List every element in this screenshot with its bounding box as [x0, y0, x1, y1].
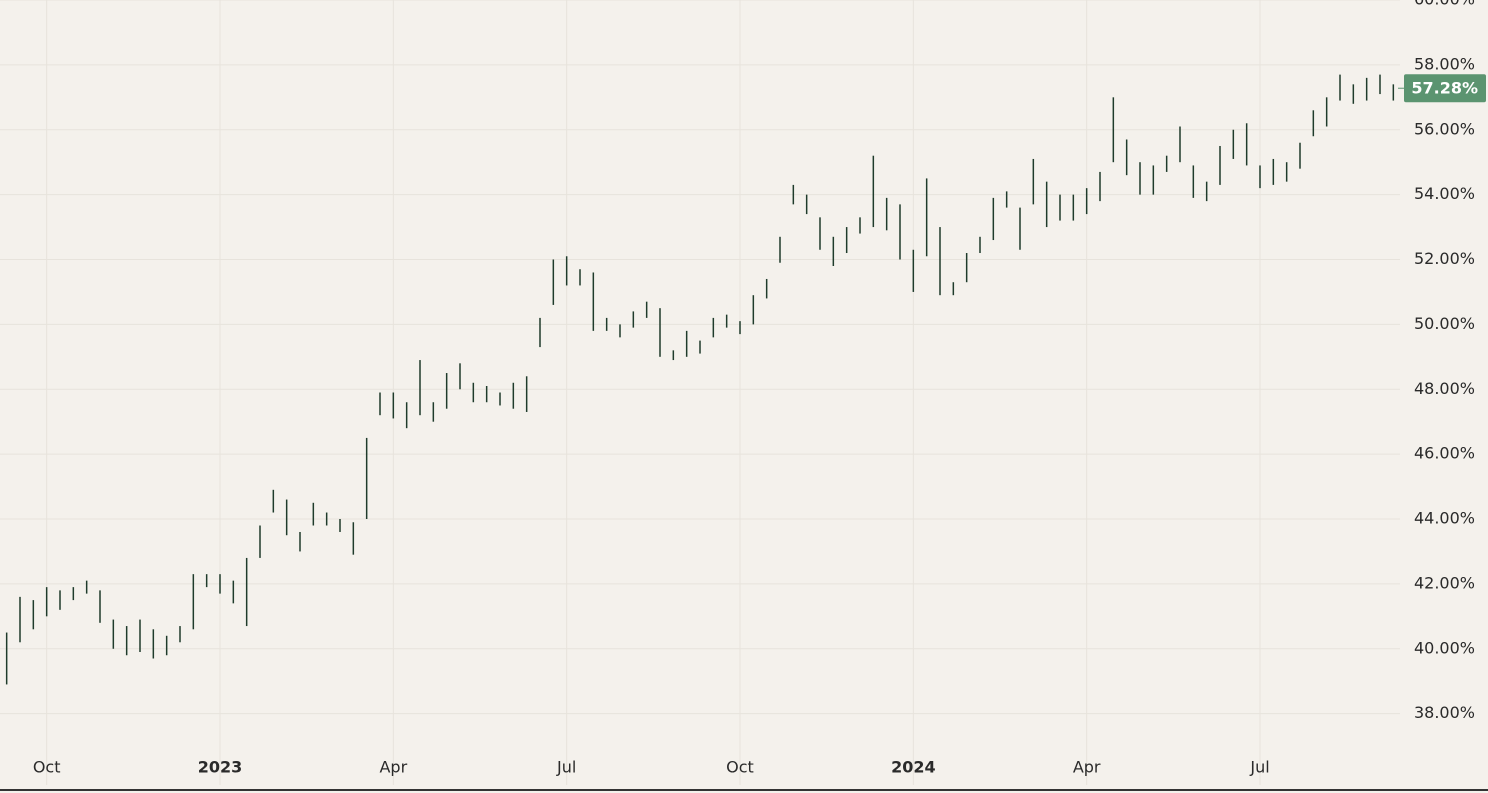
x-tick-label: 2023 [198, 758, 243, 777]
last-value-label: 57.28% [1411, 79, 1478, 98]
last-value-box [1404, 74, 1486, 103]
x-tick-label: Jul [1249, 758, 1269, 777]
x-tick-label: Apr [1073, 758, 1101, 777]
x-tick-label: Oct [726, 758, 754, 777]
y-tick-label: 48.00% [1414, 379, 1475, 398]
y-tick-label: 58.00% [1414, 54, 1475, 73]
x-tick-label: 2024 [891, 758, 936, 777]
x-tick-label: Oct [33, 758, 61, 777]
y-tick-label: 54.00% [1414, 184, 1475, 203]
y-tick-label: 38.00% [1414, 703, 1475, 722]
y-tick-label: 60.00% [1414, 0, 1475, 9]
y-tick-label: 50.00% [1414, 314, 1475, 333]
y-tick-label: 44.00% [1414, 509, 1475, 528]
x-tick-label: Jul [556, 758, 576, 777]
y-tick-label: 42.00% [1414, 573, 1475, 592]
y-tick-label: 46.00% [1414, 444, 1475, 463]
y-tick-label: 40.00% [1414, 638, 1475, 657]
y-tick-label: 56.00% [1414, 119, 1475, 138]
x-tick-label: Apr [379, 758, 407, 777]
y-tick-label: 52.00% [1414, 249, 1475, 268]
